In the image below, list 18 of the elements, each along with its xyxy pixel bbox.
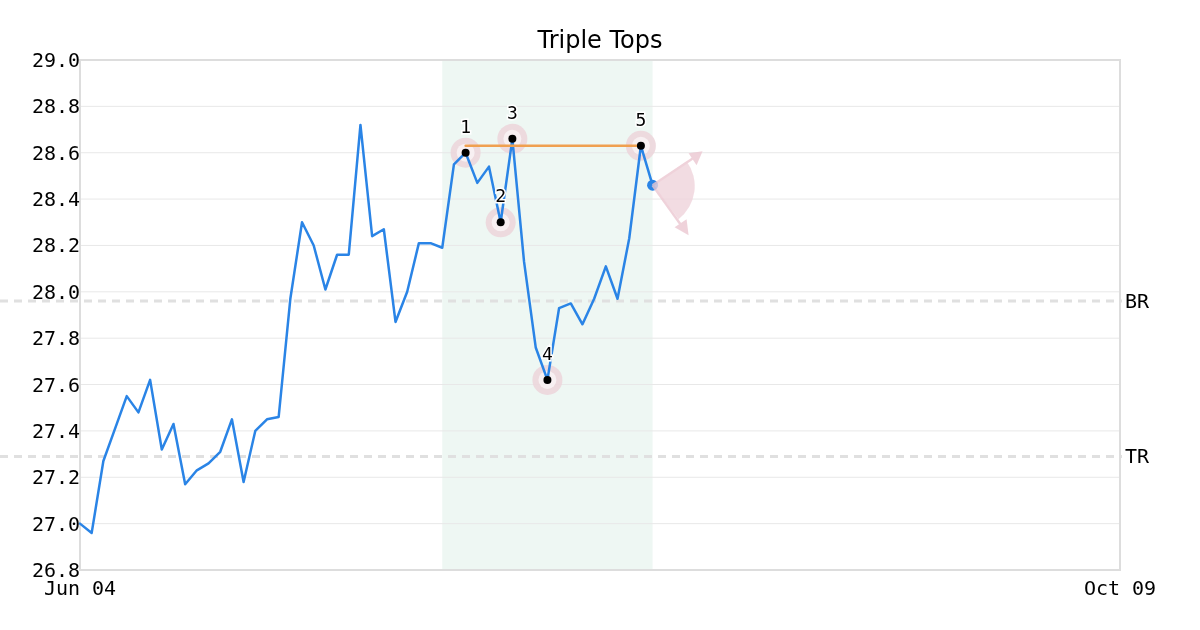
- annotation: 1: [460, 115, 472, 137]
- y-tick-label: 29.0: [31, 48, 81, 72]
- y-tick-label: 28.2: [31, 233, 81, 258]
- chart-title: Triple Tops: [536, 26, 663, 54]
- y-tick-label: 28.4: [31, 187, 81, 212]
- y-tick-label: 27.8: [31, 326, 81, 351]
- y-tick-label: 27.2: [31, 465, 81, 490]
- x-tick-label: Oct 09: [1083, 576, 1157, 600]
- annotation: 5: [635, 108, 647, 130]
- y-tick-label: 28.0: [31, 279, 81, 304]
- ref-line-label: TR: [1125, 444, 1151, 469]
- annotation: 3: [506, 101, 518, 123]
- y-tick-label: 28.6: [31, 140, 81, 165]
- y-tick-label: 27.4: [31, 418, 81, 443]
- y-tick-label: 27.6: [31, 372, 81, 397]
- ref-line-label: BR: [1125, 289, 1151, 314]
- y-tick-label: 28.8: [31, 94, 81, 119]
- y-tick-label: 27.0: [31, 511, 81, 536]
